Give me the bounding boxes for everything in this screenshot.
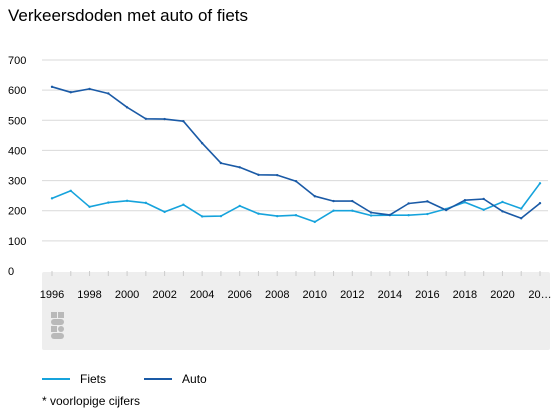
y-tick-label: 700	[8, 55, 26, 67]
data-point-auto[interactable]	[182, 119, 185, 123]
legend-swatch-auto	[144, 378, 173, 380]
data-point-auto[interactable]	[407, 202, 410, 205]
y-tick-label: 0	[8, 266, 14, 278]
data-point-fiets[interactable]	[482, 208, 485, 212]
x-tick-label: 1998	[77, 289, 101, 301]
footnote: * voorlopige cijfers	[42, 394, 141, 408]
data-point-fiets[interactable]	[257, 212, 260, 215]
data-point-auto[interactable]	[219, 161, 223, 165]
data-point-fiets[interactable]	[163, 210, 166, 214]
data-point-auto[interactable]	[538, 201, 542, 205]
data-point-fiets[interactable]	[144, 201, 148, 205]
data-point-auto[interactable]	[88, 87, 91, 91]
data-point-fiets[interactable]	[426, 212, 429, 216]
data-point-auto[interactable]	[238, 166, 241, 169]
x-tick-label: 2014	[378, 289, 402, 301]
data-point-fiets[interactable]	[332, 209, 335, 212]
data-point-auto[interactable]	[276, 173, 279, 177]
legend-item-fiets[interactable]: Fiets	[42, 372, 106, 386]
data-point-auto[interactable]	[501, 210, 504, 213]
y-tick-label: 100	[8, 236, 26, 248]
data-point-auto[interactable]	[388, 213, 392, 217]
legend-label-auto: Auto	[182, 372, 207, 386]
data-point-auto[interactable]	[163, 117, 166, 121]
data-point-auto[interactable]	[144, 117, 148, 120]
x-tick-label: 2006	[227, 289, 251, 301]
data-point-fiets[interactable]	[107, 201, 110, 204]
data-point-fiets[interactable]	[407, 214, 410, 217]
data-point-fiets[interactable]	[50, 197, 54, 200]
data-point-auto[interactable]	[313, 195, 316, 198]
data-point-auto[interactable]	[444, 208, 448, 212]
x-tick-label: 2012	[340, 289, 364, 301]
legend-item-auto[interactable]: Auto	[144, 372, 207, 386]
y-tick-label: 500	[8, 115, 26, 127]
y-tick-label: 400	[8, 145, 26, 157]
x-tick-label: 2018	[453, 289, 477, 301]
data-point-fiets[interactable]	[501, 200, 504, 204]
x-tick-label: 2020	[490, 289, 514, 301]
data-point-auto[interactable]	[294, 179, 298, 183]
data-point-fiets[interactable]	[313, 220, 316, 224]
data-point-fiets[interactable]	[219, 214, 223, 218]
data-point-auto[interactable]	[369, 211, 373, 214]
data-point-auto[interactable]	[482, 197, 485, 201]
data-point-auto[interactable]	[200, 141, 204, 145]
x-tick-label: 20…	[528, 289, 551, 301]
data-point-auto[interactable]	[463, 198, 467, 202]
data-point-fiets[interactable]	[238, 204, 241, 208]
data-point-auto[interactable]	[50, 85, 54, 89]
legend: Fiets Auto	[42, 372, 207, 386]
series-line-auto[interactable]	[51, 86, 541, 220]
legend-swatch-fiets	[42, 378, 70, 380]
data-point-auto[interactable]	[332, 199, 335, 203]
data-point-auto[interactable]	[257, 173, 260, 177]
data-point-fiets[interactable]	[182, 203, 185, 206]
data-point-fiets[interactable]	[520, 207, 523, 210]
data-point-fiets[interactable]	[369, 214, 373, 217]
data-point-fiets[interactable]	[294, 214, 298, 217]
data-point-fiets[interactable]	[125, 199, 129, 202]
y-tick-label: 600	[8, 85, 26, 97]
x-tick-label: 2016	[415, 289, 439, 301]
data-point-fiets[interactable]	[200, 215, 204, 218]
legend-label-fiets: Fiets	[80, 372, 107, 386]
data-point-fiets[interactable]	[276, 214, 279, 218]
x-tick-label: 1996	[40, 289, 64, 301]
data-point-fiets[interactable]	[69, 189, 72, 193]
data-point-auto[interactable]	[520, 217, 523, 220]
data-point-auto[interactable]	[426, 200, 429, 203]
data-point-auto[interactable]	[125, 106, 129, 109]
y-tick-label: 300	[8, 176, 26, 188]
data-point-auto[interactable]	[351, 199, 354, 203]
x-tick-label: 2010	[303, 289, 327, 301]
data-point-fiets[interactable]	[538, 182, 542, 185]
x-tick-label: 2004	[190, 289, 214, 301]
x-tick-label: 2002	[152, 289, 176, 301]
y-tick-label: 200	[8, 206, 26, 218]
x-tick-label: 2000	[115, 289, 139, 301]
data-point-fiets[interactable]	[88, 205, 91, 208]
data-point-auto[interactable]	[69, 91, 72, 94]
x-tick-label: 2008	[265, 289, 289, 301]
chart-title: Verkeersdoden met auto of fiets	[8, 6, 249, 25]
cbs-logo-icon	[51, 312, 64, 339]
data-point-auto[interactable]	[107, 92, 110, 95]
x-axis-panel	[42, 272, 550, 350]
data-point-fiets[interactable]	[463, 201, 467, 204]
data-point-fiets[interactable]	[351, 209, 354, 212]
